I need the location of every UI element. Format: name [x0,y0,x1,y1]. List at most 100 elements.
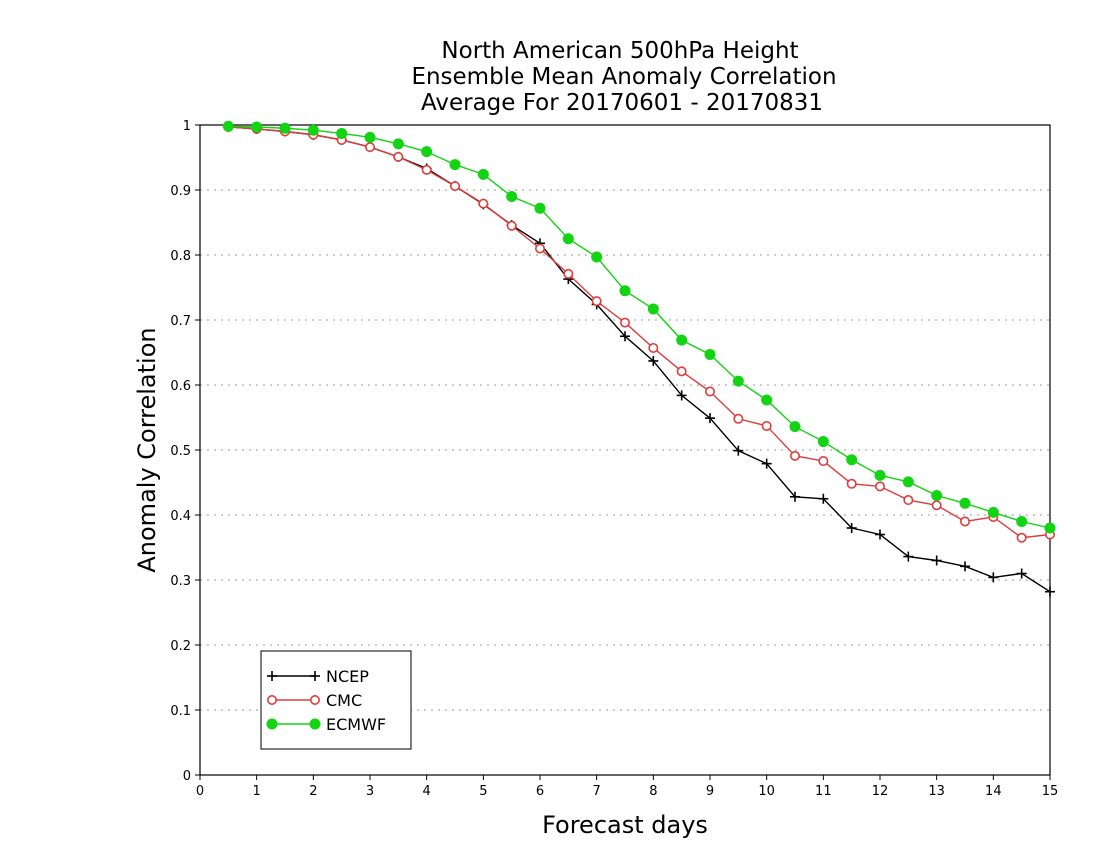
data-point-cmc [704,386,715,397]
data-point-cmc [591,296,602,307]
y-tick-label: 0.9 [170,184,191,199]
data-point-ecmwf [506,191,518,202]
series-line-ecmwf [228,125,1051,529]
title-line-2: Ensemble Mean Anomaly Correlation [411,64,836,90]
data-point-cmc [676,366,687,377]
x-tick-label: 15 [1042,784,1059,799]
legend-entry-ncep: NCEP [267,667,369,686]
legend-entry-ecmwf: ECMWF [266,715,386,734]
data-point-cmc [563,268,574,279]
legend-marker-ecmwf [309,718,321,730]
data-point-ecmwf [704,348,716,360]
legend-marker-ncep [267,671,277,681]
title-line-3: Average For 20170601 - 20170831 [421,90,823,116]
data-point-cmc [931,500,942,511]
data-point-cmc [761,420,772,431]
data-point-ecmwf [392,138,404,150]
series-group [222,120,1056,597]
x-tick-label: 4 [423,784,431,799]
x-tick-label: 12 [872,784,889,799]
data-point-cmc [364,142,375,153]
grid-lines [200,189,1050,711]
data-point-ecmwf [477,168,489,180]
data-point-ecmwf [647,303,659,315]
legend-marker-ncep [310,671,320,681]
data-point-ecmwf [364,131,376,143]
x-tick-label: 6 [536,784,544,799]
x-tick-label: 14 [985,784,1002,799]
x-tick-label: 11 [815,784,832,799]
data-point-cmc [619,317,630,328]
data-point-cmc [421,164,432,175]
data-point-ecmwf [874,469,886,481]
data-point-cmc [733,413,744,424]
y-axis-label: Anomaly Correlation [133,327,161,572]
y-tick-label: 0 [183,769,191,784]
legend-label-ncep: NCEP [326,667,369,686]
data-point-ecmwf [817,436,829,448]
data-point-ecmwf [902,476,914,488]
data-point-ncep [761,458,772,469]
data-point-ecmwf [534,202,546,214]
y-tick-label: 0.1 [170,704,191,719]
series-ncep [223,121,1055,597]
data-point-ecmwf [931,490,943,501]
y-tick-label: 1 [183,119,191,134]
legend-marker-ecmwf [266,718,278,730]
data-point-ecmwf [222,120,234,132]
legend-label-ecmwf: ECMWF [326,715,386,734]
y-tick-label: 0.4 [170,509,191,524]
data-point-ecmwf [732,375,744,387]
data-point-ecmwf [449,159,461,171]
x-tick-label: 2 [309,784,317,799]
x-tick-label: 8 [649,784,657,799]
y-tick-label: 0.3 [170,574,191,589]
x-axis: 0 1 2 3 4 5 6 7 8 9 10 11 12 13 14 15 [196,775,1058,799]
data-point-ecmwf [846,454,858,466]
y-tick-label: 0.2 [170,639,191,654]
data-point-ncep [931,555,942,566]
data-point-ncep [676,390,687,401]
data-point-ncep [1016,568,1027,579]
data-point-ncep [903,551,914,562]
data-point-ecmwf [987,506,999,518]
data-point-ecmwf [1044,522,1056,534]
data-point-ecmwf [619,285,631,297]
data-point-ncep [648,355,659,366]
series-ecmwf [222,120,1056,534]
x-axis-label: Forecast days [542,811,708,839]
x-tick-label: 13 [928,784,945,799]
x-tick-label: 10 [758,784,775,799]
data-point-ncep [846,523,857,533]
data-point-cmc [534,243,545,254]
data-point-cmc [393,151,404,162]
title-line-1: North American 500hPa Height [441,38,798,64]
chart-title: North American 500hPa Height Ensemble Me… [411,38,836,116]
data-point-ecmwf [279,122,291,134]
x-tick-label: 7 [593,784,601,799]
data-point-ncep [960,561,970,572]
series-cmc [223,121,1056,543]
x-tick-label: 3 [366,784,374,799]
x-tick-label: 5 [479,784,487,799]
data-point-ecmwf [789,421,801,433]
data-point-ecmwf [336,127,348,139]
data-point-ecmwf [591,251,603,263]
data-point-ncep [988,572,999,583]
x-tick-label: 1 [253,784,261,799]
legend: NCEP CMC ECMWF [260,650,412,750]
x-tick-label: 9 [706,784,714,799]
data-point-ecmwf [307,124,319,136]
data-point-ncep [790,491,800,502]
legend-label-cmc: CMC [326,691,362,710]
x-tick-label: 0 [196,784,204,799]
data-point-ncep [620,331,630,342]
data-point-ecmwf [562,233,574,245]
data-point-ecmwf [421,146,433,158]
data-point-ncep [1045,586,1055,597]
y-tick-label: 0.8 [170,249,191,264]
legend-marker-cmc [309,694,320,705]
data-point-ncep [875,529,885,540]
data-point-ncep [818,493,829,504]
